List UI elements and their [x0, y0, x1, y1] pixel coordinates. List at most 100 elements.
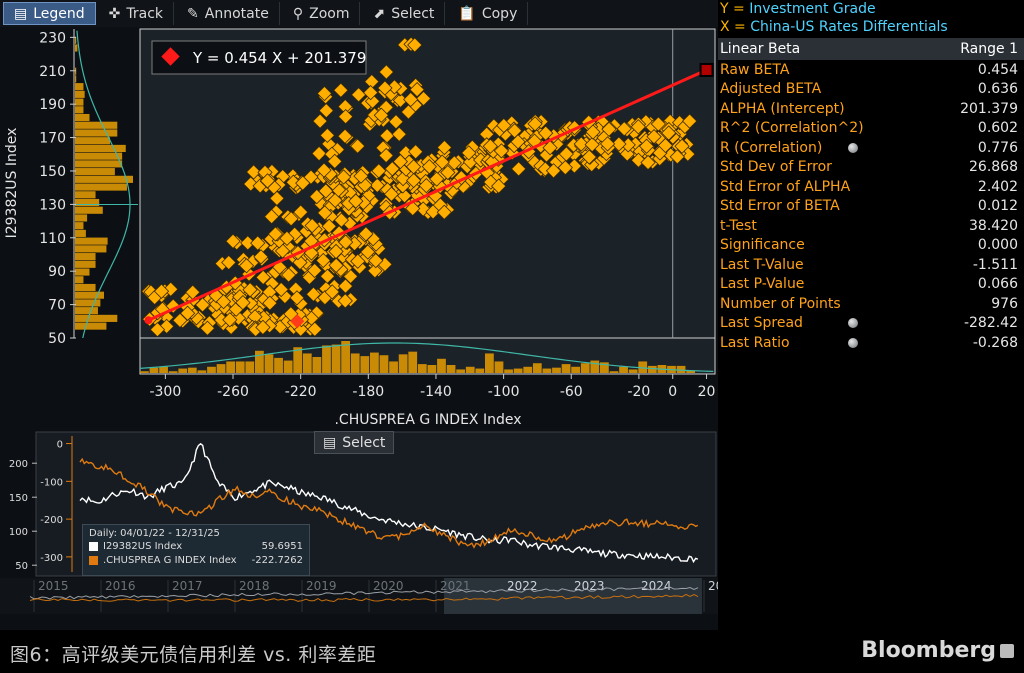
y-histogram-bar — [75, 36, 77, 44]
y-histogram-bar — [75, 314, 118, 322]
scatter-point — [400, 104, 417, 120]
x-histogram-bar — [370, 352, 379, 373]
scatter-point — [369, 177, 385, 194]
x-histogram-bar — [293, 347, 303, 373]
y-histogram-bar — [75, 183, 127, 191]
scatter-point — [657, 137, 674, 154]
x-histogram-bar — [187, 367, 197, 373]
chart-select-button[interactable]: ▤ Select — [314, 431, 394, 454]
stats-range-label[interactable]: Range 1 — [960, 41, 1018, 57]
x-histogram-bar — [638, 361, 648, 373]
scatter-point — [585, 124, 601, 140]
y-histogram-bar — [75, 222, 84, 230]
scatter-point — [259, 173, 276, 189]
right-axis-label: -100 — [40, 477, 63, 488]
track-button[interactable]: ✜ Track — [99, 2, 175, 25]
info-dot-icon[interactable] — [848, 318, 858, 329]
x-tick-label: -20 — [627, 384, 650, 400]
scatter-point — [542, 140, 558, 156]
regression-stats-panel: Y = Investment Grade X = China-US Rates … — [718, 0, 1024, 630]
scatter-point — [280, 267, 297, 283]
scatter-point — [418, 177, 434, 194]
scatter-point — [434, 154, 450, 170]
x-histogram-bar — [647, 365, 657, 373]
y-histogram-bar — [75, 283, 96, 292]
x-density-curve — [139, 342, 714, 372]
x-histogram-bar — [302, 353, 312, 373]
scatter-point — [446, 155, 462, 171]
scatter-point — [337, 128, 353, 144]
scatter-point — [306, 262, 323, 279]
right-axis-label: -300 — [40, 553, 63, 564]
stats-label: Last Spread — [720, 315, 803, 332]
scatter-point — [318, 183, 334, 199]
scatter-point — [681, 113, 698, 129]
scatter-point — [327, 153, 343, 169]
zoom-button[interactable]: ⚲ Zoom — [283, 2, 361, 25]
scatter-point — [303, 310, 320, 326]
x-histogram-bar — [235, 361, 245, 373]
equation-text: Y = 0.454 X + 201.379 — [192, 49, 366, 67]
y-histogram-bar — [75, 307, 98, 315]
x-histogram-bar — [475, 368, 485, 373]
info-dot-icon[interactable] — [848, 142, 858, 153]
zoom-label: Zoom — [309, 5, 350, 22]
scatter-point — [364, 73, 380, 90]
y-histogram-bar — [75, 44, 78, 52]
annotate-button[interactable]: ✎ Annotate — [177, 2, 280, 25]
x-histogram-bar — [216, 364, 226, 373]
tooltip-series-name: .CHUSPREA G INDEX Index — [103, 554, 237, 566]
stats-value: 0.012 — [977, 198, 1018, 215]
tooltip-row: .CHUSPREA G INDEX Index -222.7262 — [89, 553, 303, 567]
x-histogram-bar — [274, 357, 283, 373]
navigator-line — [29, 593, 699, 603]
x-histogram-bar — [360, 356, 370, 373]
legend-button[interactable]: ▤ Legend — [3, 2, 96, 25]
scatter-point — [311, 145, 327, 162]
x-histogram-bar — [619, 366, 628, 373]
scatter-point — [250, 235, 266, 251]
left-axis-label: 150 — [9, 493, 28, 504]
copy-button[interactable]: 📋 Copy — [448, 2, 529, 25]
scatter-point — [316, 162, 332, 178]
stats-value: 26.868 — [969, 159, 1018, 176]
scatter-point — [350, 87, 367, 103]
stats-value: -0.268 — [972, 334, 1018, 351]
tooltip-row: I29382US Index 59.6951 — [89, 539, 303, 553]
y-tick-label: 110 — [39, 231, 66, 247]
scatter-point — [630, 119, 646, 135]
scatter-point — [253, 249, 269, 265]
scatter-point — [378, 147, 394, 164]
stats-value: 0.454 — [977, 61, 1018, 78]
scatter-point — [558, 146, 574, 162]
y-histogram-bar — [75, 83, 84, 91]
x-histogram-bar — [159, 366, 168, 373]
select-button[interactable]: ⬈ Select — [363, 2, 446, 25]
tooltip-series-name: I29382US Index — [103, 540, 183, 552]
scatter-point — [328, 243, 344, 260]
left-axis-label: 50 — [15, 561, 28, 572]
scatter-point — [261, 284, 278, 300]
stats-row: Std Error of ALPHA 2.402 — [718, 177, 1024, 197]
scatter-point — [295, 175, 311, 191]
scatter-point — [510, 134, 526, 150]
tooltip-series-value: -222.7262 — [251, 554, 303, 566]
scatter-point — [661, 125, 677, 141]
legend-icon: ▤ — [14, 5, 28, 22]
scatter-point — [315, 252, 331, 269]
stats-value: 976 — [991, 295, 1018, 312]
info-dot-icon[interactable] — [848, 337, 858, 348]
scatter-point — [149, 321, 166, 338]
x-histogram-bar — [312, 357, 322, 373]
equation-marker-icon — [161, 47, 180, 66]
scatter-point — [378, 64, 394, 80]
logo-text: Bloomberg — [861, 638, 996, 663]
series-tooltip: Daily: 04/01/22 - 12/31/25 I29382US Inde… — [82, 524, 310, 576]
stats-table: Raw BETA 0.454 Adjusted BETA 0.636 ALPHA (In… — [718, 60, 1024, 353]
scatter-point — [318, 102, 334, 119]
scatter-point — [333, 82, 349, 98]
pencil-icon: ✎ — [187, 5, 199, 22]
x-histogram-bar — [398, 354, 408, 373]
y-histogram-bar — [75, 129, 118, 137]
figure-caption: 图6：高评级美元债信用利差 vs. 利率差距 — [10, 644, 377, 666]
